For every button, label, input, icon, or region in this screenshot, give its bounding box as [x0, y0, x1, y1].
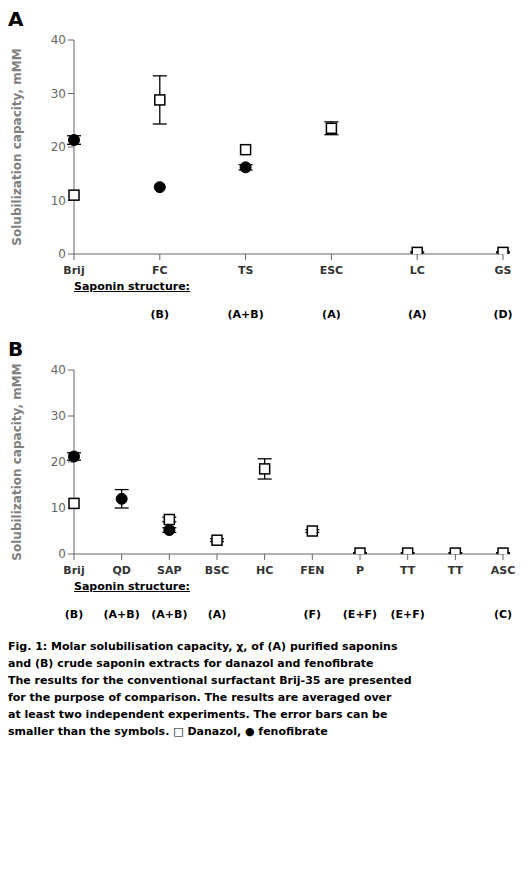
svg-text:(F): (F) [304, 608, 322, 621]
svg-text:40: 40 [51, 33, 66, 47]
svg-text:GS: GS [495, 264, 512, 277]
svg-text:TT: TT [448, 564, 464, 577]
html-text:Saponin structure:: Saponin structure: [74, 580, 190, 593]
html-text:and (B) crude saponin extracts: and (B) crude saponin extracts for danaz… [8, 657, 374, 670]
svg-text:(C): (C) [494, 608, 512, 621]
svg-text:SAP: SAP [157, 564, 182, 577]
html-text:for the purpose of comparison.: for the purpose of comparison. The resul… [8, 691, 392, 704]
svg-text:(A): (A) [408, 308, 427, 321]
svg-text:10: 10 [51, 194, 66, 208]
svg-text:ESC: ESC [320, 264, 344, 277]
html-text:The results for the convention: The results for the conventional surfact… [8, 674, 412, 687]
svg-text:30: 30 [51, 409, 66, 423]
html-text:Fig. 1: Molar solubilisation c: Fig. 1: Molar solubilisation capacity, χ… [8, 640, 398, 653]
svg-text:FC: FC [152, 264, 168, 277]
svg-text:TS: TS [238, 264, 254, 277]
svg-text:20: 20 [51, 455, 66, 469]
svg-text:LC: LC [410, 264, 425, 277]
svg-text:20: 20 [51, 140, 66, 154]
svg-text:P: P [356, 564, 364, 577]
svg-text:ASC: ASC [491, 564, 516, 577]
svg-text:FEN: FEN [300, 564, 324, 577]
svg-text:Solubilization capacity, mMM: Solubilization capacity, mMM [10, 48, 24, 245]
svg-text:(E+F): (E+F) [391, 608, 425, 621]
svg-text:Brij: Brij [63, 264, 84, 277]
svg-text:HC: HC [256, 564, 273, 577]
svg-text:Solubilization capacity, mMM: Solubilization capacity, mMM [10, 363, 24, 560]
svg-text:BSC: BSC [205, 564, 229, 577]
svg-text:(A+B): (A+B) [151, 608, 187, 621]
html-text:B: B [8, 337, 24, 361]
html-text:at least two independent exper: at least two independent experiments. Th… [8, 708, 388, 721]
svg-text:TT: TT [400, 564, 416, 577]
svg-text:(A+B): (A+B) [104, 608, 140, 621]
svg-text:10: 10 [51, 501, 66, 515]
svg-text:(D): (D) [493, 308, 512, 321]
svg-text:(A): (A) [208, 608, 227, 621]
svg-text:40: 40 [51, 363, 66, 377]
svg-text:QD: QD [112, 564, 130, 577]
html-text:A: A [8, 7, 24, 31]
html-text:Saponin structure:: Saponin structure: [74, 280, 190, 293]
svg-text:0: 0 [58, 547, 66, 561]
svg-text:(B): (B) [65, 608, 83, 621]
svg-text:Brij: Brij [63, 564, 84, 577]
html-text:smaller than the symbols. □ Da: smaller than the symbols. □ Danazol, ● f… [8, 725, 328, 738]
svg-text:(B): (B) [151, 308, 169, 321]
svg-text:0: 0 [58, 247, 66, 261]
svg-text:(A): (A) [322, 308, 341, 321]
svg-text:(A+B): (A+B) [228, 308, 264, 321]
svg-text:30: 30 [51, 87, 66, 101]
svg-text:(E+F): (E+F) [343, 608, 377, 621]
